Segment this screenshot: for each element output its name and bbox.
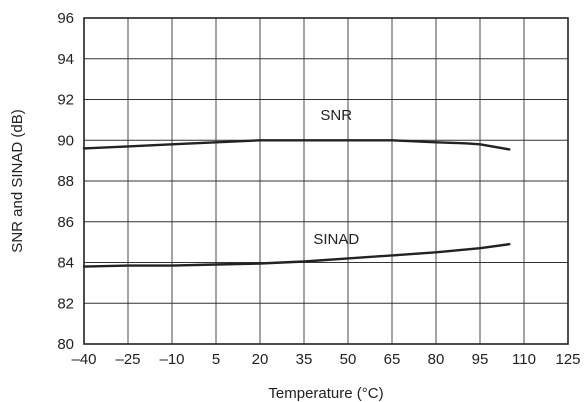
y-tick-label: 90 (57, 132, 74, 149)
x-tick-label: –40 (71, 351, 96, 368)
x-tick-label: 95 (472, 351, 489, 368)
y-tick-label: 82 (57, 295, 74, 312)
x-axis-label: Temperature (°C) (268, 385, 383, 402)
x-tick-label: 35 (296, 351, 313, 368)
plot-frame (83, 17, 569, 345)
grid (83, 17, 569, 345)
annotations: SNR SINAD (313, 107, 359, 248)
x-tick-label: 125 (555, 351, 580, 368)
y-tick-label: 96 (57, 10, 74, 27)
y-tick-label: 94 (57, 51, 74, 68)
y-tick-label: 84 (57, 255, 74, 272)
y-tick-label: 80 (57, 336, 74, 353)
x-tick-label: 65 (384, 351, 401, 368)
series-line-snr (82, 139, 511, 151)
y-tick-labels: 80 82 84 86 88 90 92 94 96 (57, 10, 74, 353)
y-tick-label: 86 (57, 214, 74, 231)
x-tick-label: 110 (512, 351, 536, 368)
series-group (82, 139, 511, 268)
x-tick-label: 5 (212, 351, 220, 368)
x-tick-label: 20 (252, 351, 269, 368)
x-tick-label: 50 (340, 351, 357, 368)
y-tick-label: 92 (57, 92, 74, 109)
y-tick-label: 88 (57, 173, 74, 190)
series-line-sinad (82, 243, 511, 268)
y-axis-label: SNR and SINAD (dB) (9, 109, 26, 252)
x-tick-label: –10 (159, 351, 184, 368)
series-label-sinad: SINAD (313, 231, 359, 248)
series-label-snr: SNR (320, 107, 352, 124)
x-tick-label: –25 (115, 351, 140, 368)
x-tick-labels: –40 –25 –10 5 20 35 50 65 80 95 110 125 (71, 351, 580, 368)
x-tick-label: 80 (428, 351, 445, 368)
